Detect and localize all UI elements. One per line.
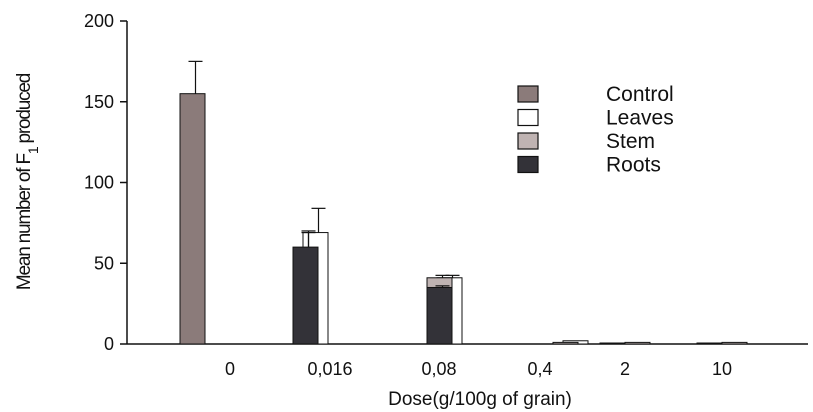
legend-swatch-roots xyxy=(517,155,539,174)
bar-roots xyxy=(426,286,453,345)
y-tick-label: 150 xyxy=(84,92,114,112)
x-axis-title: Dose(g/100g of grain) xyxy=(388,389,572,410)
x-tick-label: 0,08 xyxy=(421,359,456,379)
y-tick-label: 100 xyxy=(84,173,114,193)
y-tick-label: 0 xyxy=(104,334,114,354)
legend-label-control: Control xyxy=(606,83,674,106)
bar-stem xyxy=(552,341,579,345)
bar-roots xyxy=(292,246,319,345)
bar-stem xyxy=(624,341,651,345)
legend-label-leaves: Leaves xyxy=(606,107,674,130)
x-tick-label: 0 xyxy=(225,359,235,379)
y-tick-label: 50 xyxy=(94,253,114,273)
x-tick-label: 0,016 xyxy=(307,359,352,379)
bar-stem xyxy=(721,341,748,345)
bar-leaves xyxy=(599,342,626,345)
bar-control xyxy=(179,93,206,345)
legend-label-roots: Roots xyxy=(606,154,661,177)
legend-swatch-stem xyxy=(517,132,539,150)
y-tick-label: 200 xyxy=(84,11,114,31)
legend-swatch-leaves xyxy=(517,108,539,127)
axes: 0 50 100 150 200 0 0,016 0,08 0,4 2 10 xyxy=(84,11,808,379)
x-tick-label: 2 xyxy=(620,359,630,379)
legend-swatch-control xyxy=(517,85,539,103)
bars xyxy=(179,60,748,345)
bar-leaves xyxy=(696,342,723,345)
y-axis-title: Mean number of F1 produced xyxy=(14,73,41,290)
x-tick-label: 10 xyxy=(712,359,732,379)
legend-label-stem: Stem xyxy=(606,130,655,153)
y-axis-title-subscript: 1 xyxy=(25,146,41,154)
x-tick-label: 0,4 xyxy=(527,359,552,379)
